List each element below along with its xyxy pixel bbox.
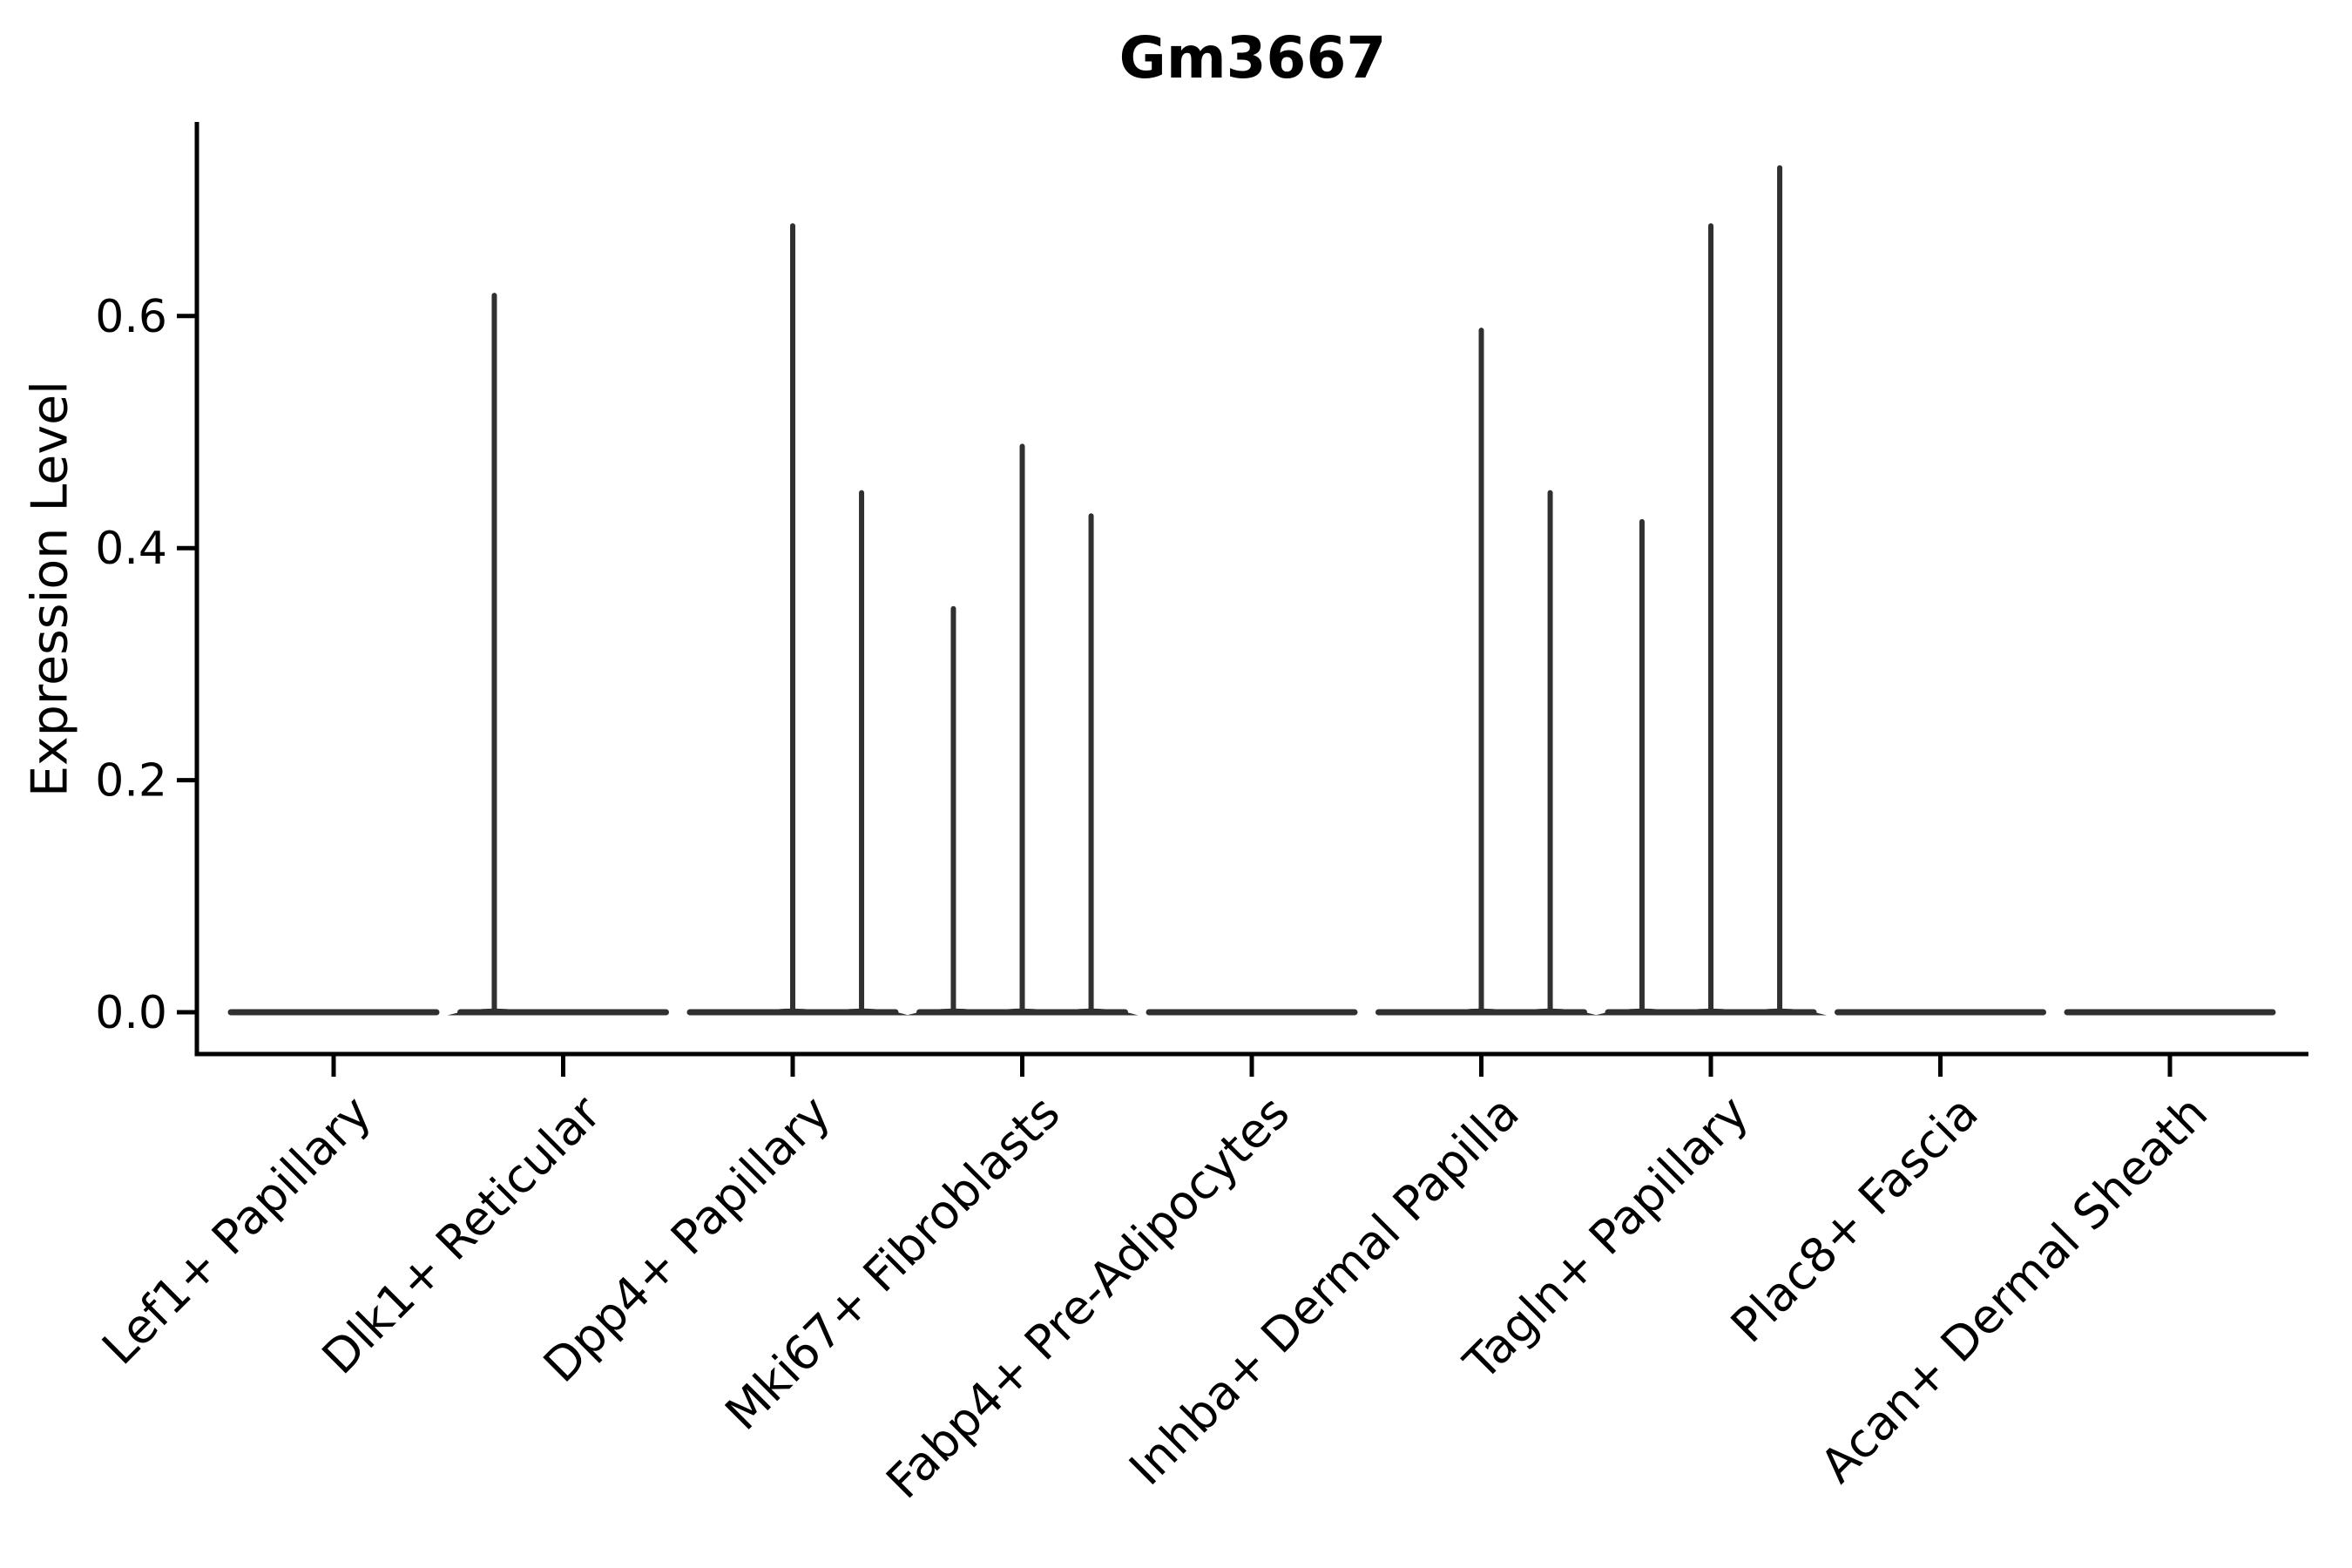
y-tick-label: 0.4 [95, 523, 167, 575]
y-tick-label: 0.0 [95, 987, 167, 1039]
x-tick-label: Fabp4+ Pre-Adipocytes [875, 1085, 1300, 1510]
y-tick-label: 0.6 [95, 291, 167, 343]
x-tick-label: Inhba+ Dermal Papilla [1119, 1085, 1529, 1496]
x-tick-label: Plac8+ Fascia [1720, 1085, 1989, 1354]
y-tick-label: 0.2 [95, 755, 167, 808]
chart-title: Gm3667 [1119, 24, 1387, 91]
x-tick-label: Acan+ Dermal Sheath [1810, 1085, 2218, 1493]
